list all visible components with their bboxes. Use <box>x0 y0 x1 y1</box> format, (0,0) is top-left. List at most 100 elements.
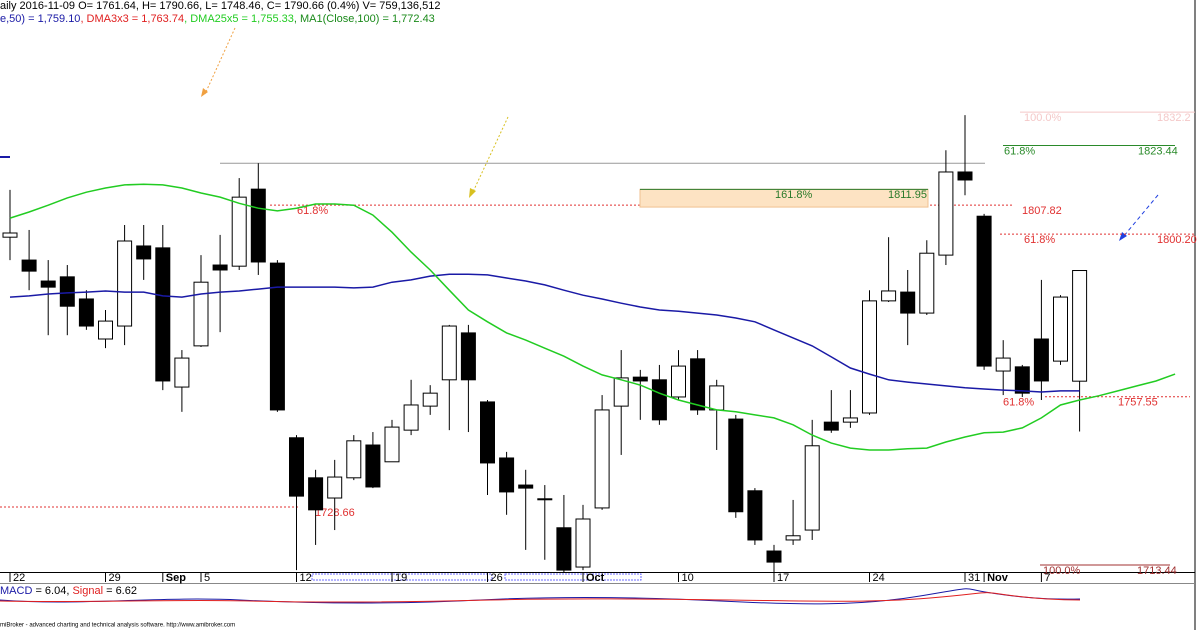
candle-body <box>231 196 247 267</box>
candle-body <box>728 418 744 513</box>
candle-body <box>40 280 56 288</box>
candle <box>671 350 686 401</box>
candle-body <box>537 498 553 501</box>
candle <box>518 469 534 550</box>
arrow <box>204 27 236 95</box>
candle-body <box>594 409 610 509</box>
candle-body <box>862 300 877 414</box>
macd-header: MACD = 6.04, Signal = 6.62 <box>0 585 137 597</box>
candle <box>231 178 247 270</box>
signal-line <box>0 592 1081 603</box>
ma-line <box>9 273 1080 393</box>
x-tick-label: 19 <box>395 572 407 584</box>
candle <box>632 369 648 420</box>
level-value: 1757.55 <box>1118 397 1158 409</box>
candle <box>690 350 706 415</box>
candle-body <box>98 320 113 340</box>
header-piece: , MA1(Close,100) = 1,772.43 <box>294 13 435 25</box>
candle <box>651 364 667 425</box>
level-percent: 61.8% <box>1003 397 1034 409</box>
candle-body <box>518 484 534 489</box>
candle-body <box>1033 338 1049 382</box>
candle <box>21 229 37 291</box>
candle-body <box>174 357 190 388</box>
candle <box>842 390 858 428</box>
candle <box>422 385 438 415</box>
header-piece: = 6.04, <box>32 585 72 597</box>
candle-body <box>422 392 438 407</box>
candle-body <box>690 358 706 411</box>
candle-body <box>59 276 75 307</box>
candle-body <box>709 385 725 411</box>
candle <box>728 414 744 518</box>
candle <box>575 504 591 571</box>
candle <box>1053 295 1068 365</box>
candle-body <box>136 245 152 260</box>
candle <box>1014 364 1030 397</box>
candle <box>98 310 113 349</box>
candle <box>785 499 801 545</box>
candle-body <box>499 457 515 493</box>
candle <box>308 469 324 545</box>
candle <box>957 115 973 196</box>
candle-body <box>804 445 820 531</box>
candle <box>747 488 763 545</box>
candle-body <box>155 247 171 382</box>
candle-body <box>823 421 839 431</box>
candle-body <box>365 444 381 488</box>
header-line-2: e,50) = 1,759.10, DMA3x3 = 1,763.74, DMA… <box>0 13 435 25</box>
candle <box>938 150 954 266</box>
candle-body <box>403 404 419 431</box>
candle <box>403 379 419 436</box>
candle <box>174 350 190 412</box>
header-piece: , DMA3x3 = 1,763.74 <box>80 13 184 25</box>
level-value: 1807.82 <box>1022 205 1062 217</box>
x-tick-label: 7 <box>1044 572 1050 584</box>
candle <box>193 255 209 348</box>
candle-body <box>117 240 133 327</box>
candle-body <box>269 262 285 411</box>
level-value: 1713.44 <box>1137 565 1177 577</box>
candle-body <box>78 298 94 327</box>
candle-body <box>671 365 686 398</box>
candle-body <box>785 535 801 541</box>
candle-body <box>976 215 992 367</box>
candle-body <box>747 490 763 541</box>
candle <box>556 494 572 572</box>
arrow <box>1122 194 1159 238</box>
candle-body <box>308 477 324 511</box>
candle-body <box>613 377 629 407</box>
candle <box>709 379 725 450</box>
x-tick-label: 26 <box>491 572 503 584</box>
header-piece: , DMA25x5 = 1,755.33 <box>184 13 294 25</box>
footer: miBroker - advanced charting and technic… <box>0 623 235 629</box>
x-tick-label: 29 <box>109 572 121 584</box>
candle <box>117 224 133 346</box>
candle <box>766 544 782 572</box>
candle-body <box>995 357 1011 372</box>
candle-body <box>575 518 591 568</box>
candle <box>40 260 56 336</box>
x-tick-label: Sep <box>166 572 186 584</box>
candle <box>441 324 457 431</box>
candle-body <box>346 440 362 479</box>
candle-body <box>881 290 897 302</box>
candle-body <box>289 437 304 497</box>
candle <box>480 400 495 495</box>
candle-body <box>460 332 476 381</box>
candle <box>59 265 75 336</box>
candle-body <box>556 527 572 571</box>
level-percent: 61.8% <box>1024 234 1055 246</box>
arrow-head <box>1119 232 1127 241</box>
arrow-head <box>469 188 476 198</box>
annotation-arrows <box>201 27 1159 241</box>
level-value: 1832.2 <box>1157 112 1191 124</box>
level-value: 1823.44 <box>1138 145 1178 157</box>
x-tick-label: 22 <box>13 572 25 584</box>
macd-lines <box>0 588 1081 605</box>
level-percent: 100.0% <box>1043 565 1081 577</box>
x-tick-label: 12 <box>300 572 312 584</box>
candle <box>460 324 476 433</box>
